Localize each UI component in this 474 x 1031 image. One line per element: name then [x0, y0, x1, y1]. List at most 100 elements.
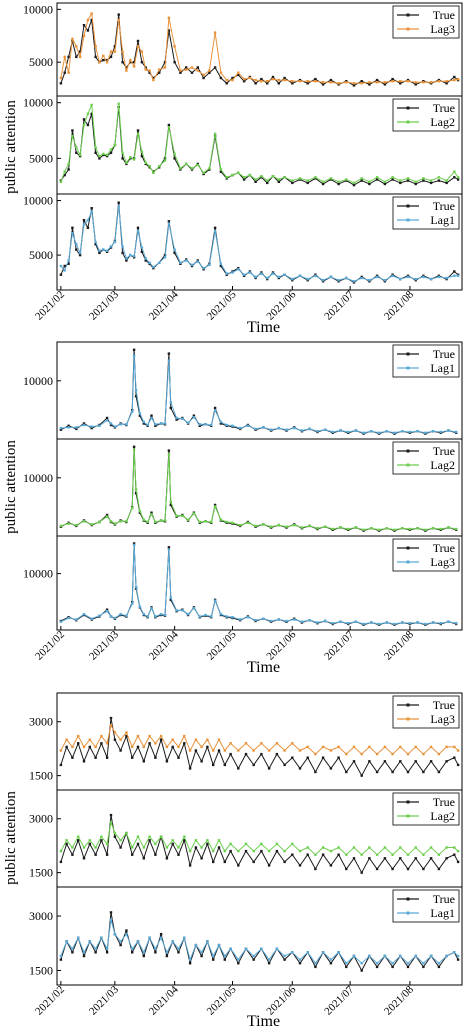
data-point: [422, 867, 425, 871]
data-point: [321, 951, 325, 954]
data-point: [383, 954, 387, 958]
data-point: [437, 80, 441, 83]
data-point: [152, 265, 155, 269]
x-tick-label: 2021/08: [382, 983, 416, 1017]
data-point: [169, 401, 172, 404]
data-point: [291, 951, 294, 954]
data-point: [94, 951, 97, 954]
data-point: [109, 151, 113, 154]
data-point: [252, 954, 255, 958]
data-point: [202, 267, 205, 270]
data-point: [453, 745, 456, 749]
data-point: [283, 78, 286, 82]
data-point: [82, 219, 86, 222]
data-point: [352, 745, 356, 749]
data-point: [88, 839, 91, 842]
data-point: [225, 423, 228, 427]
data-point: [63, 173, 66, 177]
data-point: [109, 821, 113, 824]
data-point: [159, 933, 163, 936]
data-point: [65, 842, 68, 846]
y-tick-label: 3000: [29, 715, 53, 729]
data-point: [377, 622, 381, 626]
data-point: [146, 520, 149, 524]
data-point: [212, 763, 215, 767]
data-point: [179, 167, 182, 170]
data-point: [186, 613, 190, 616]
data-point: [167, 352, 171, 355]
data-point: [267, 864, 271, 867]
data-point: [399, 954, 402, 958]
data-point: [86, 226, 90, 229]
data-point: [429, 277, 433, 281]
data-point: [375, 78, 379, 82]
data-point: [360, 276, 363, 280]
y-tick-label: 10000: [23, 471, 53, 485]
data-point: [105, 842, 109, 846]
data-point: [119, 940, 122, 943]
data-point: [202, 73, 205, 77]
data-point: [140, 61, 144, 64]
data-point: [78, 55, 82, 59]
data-point: [90, 425, 93, 428]
data-point: [375, 275, 379, 279]
data-point: [219, 71, 223, 74]
data-point: [82, 34, 86, 37]
data-point: [370, 527, 373, 530]
data-point: [98, 520, 101, 524]
data-point: [167, 220, 171, 223]
data-point: [431, 430, 435, 433]
data-point: [391, 178, 394, 181]
data-point: [219, 76, 223, 80]
data-point: [125, 933, 128, 936]
data-point: [277, 180, 280, 183]
data-point: [223, 849, 226, 853]
data-point: [154, 951, 157, 954]
data-point: [385, 430, 388, 433]
data-point: [439, 527, 442, 531]
data-point: [109, 55, 113, 59]
data-point: [321, 853, 325, 856]
data-point: [260, 752, 263, 756]
data-point: [100, 734, 103, 738]
data-point: [455, 622, 458, 625]
data-point: [323, 428, 327, 431]
data-point: [82, 423, 86, 427]
data-point: [213, 229, 217, 233]
data-point: [150, 416, 153, 420]
data-point: [109, 911, 113, 914]
data-point: [244, 752, 248, 756]
data-point: [113, 240, 117, 244]
data-point: [314, 853, 317, 856]
data-point: [267, 849, 271, 853]
data-point: [136, 129, 140, 132]
data-point: [213, 66, 217, 69]
data-point: [59, 426, 63, 430]
data-point: [314, 962, 317, 965]
data-point: [314, 176, 317, 179]
data-point: [391, 77, 394, 81]
data-point: [345, 770, 348, 774]
data-point: [59, 524, 63, 528]
data-point: [59, 428, 63, 431]
data-point: [131, 506, 134, 510]
data-point: [177, 951, 180, 954]
data-point: [90, 210, 93, 213]
data-point: [98, 154, 101, 158]
data-point: [198, 520, 201, 524]
data-point: [136, 226, 140, 229]
data-point: [429, 181, 433, 185]
data-point: [252, 958, 255, 961]
data-point: [100, 835, 103, 838]
data-point: [59, 749, 63, 752]
data-point: [314, 867, 317, 871]
data-point: [329, 749, 333, 752]
data-point: [314, 752, 317, 756]
data-point: [271, 175, 275, 178]
data-point: [75, 618, 78, 621]
data-point: [177, 846, 180, 849]
data-point: [159, 734, 163, 738]
legend-marker: [406, 800, 410, 804]
data-point: [368, 954, 371, 958]
data-point: [77, 839, 80, 842]
